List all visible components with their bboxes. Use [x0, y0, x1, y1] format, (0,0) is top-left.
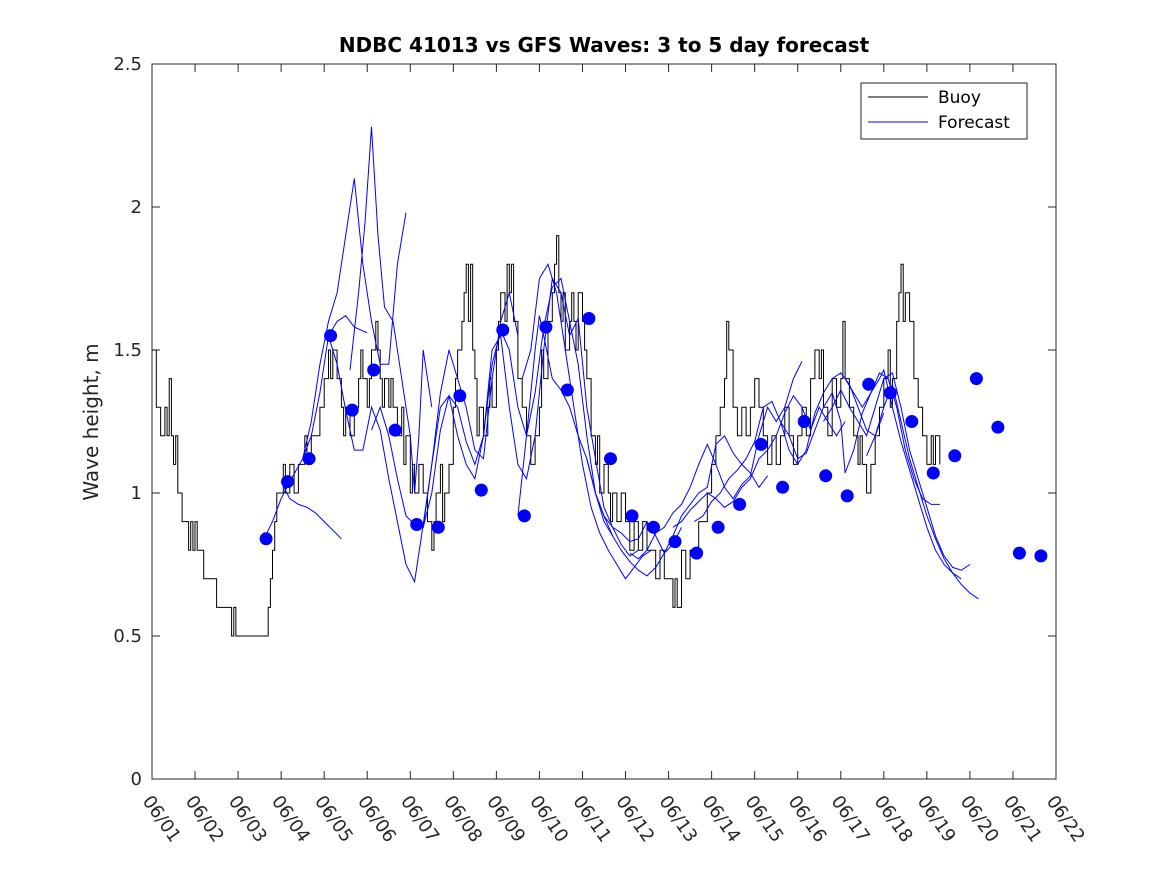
forecast-marker: [754, 437, 768, 451]
legend: Buoy Forecast: [860, 82, 1028, 140]
forecast-series-line: [349, 126, 433, 494]
forecast-marker: [410, 518, 424, 531]
y-axis-label: Wave height, m: [79, 343, 103, 500]
y-tick-label: 1.5: [113, 340, 142, 361]
forecast-marker: [431, 520, 445, 534]
forecast-marker: [560, 383, 574, 397]
forecast-marker: [733, 497, 747, 511]
forecast-marker: [1012, 546, 1026, 560]
forecast-marker: [388, 423, 402, 437]
forecast-marker: [517, 509, 531, 523]
forecast-series-line: [521, 262, 652, 580]
forecast-marker: [690, 546, 704, 560]
forecast-marker: [604, 452, 617, 466]
forecast-marker: [883, 386, 897, 400]
forecast-marker: [926, 466, 940, 480]
forecast-series-line: [823, 372, 971, 571]
forecast-marker: [905, 415, 919, 428]
forecast-marker: [1034, 549, 1048, 563]
forecast-marker: [776, 480, 790, 494]
forecast-marker: [582, 312, 596, 325]
forecast-series-line: [672, 394, 846, 528]
y-tick-label: 0.5: [113, 626, 142, 647]
forecast-marker: [862, 377, 876, 391]
forecast-marker: [259, 532, 273, 546]
forecast-marker: [819, 469, 833, 483]
legend-forecast-label: Forecast: [938, 113, 1010, 133]
legend-box: [860, 82, 1028, 140]
forecast-series-line: [866, 382, 979, 600]
forecast-series-line: [586, 434, 769, 555]
forecast-marker: [969, 372, 983, 386]
forecast-series-line: [263, 315, 368, 540]
y-tick-label: 2: [131, 197, 142, 218]
forecast-marker: [647, 520, 660, 534]
forecast-marker: [345, 403, 359, 417]
forecast-marker: [474, 483, 488, 497]
plot-area: [151, 63, 1057, 780]
forecast-marker: [625, 509, 639, 523]
y-tick-label: 1: [131, 483, 142, 504]
forecast-marker: [797, 415, 811, 428]
forecast-marker: [496, 323, 510, 337]
series-layer: [152, 126, 1048, 637]
forecast-marker: [668, 535, 682, 549]
forecast-marker: [539, 320, 553, 334]
forecast-marker: [281, 475, 295, 489]
forecast-series-line: [302, 178, 407, 459]
forecast-series-line: [694, 372, 885, 523]
y-tick-label: 2.5: [113, 54, 142, 75]
forecast-marker: [324, 329, 338, 343]
legend-buoy-label: Buoy: [938, 88, 981, 108]
forecast-marker: [367, 363, 381, 377]
y-tick-label: 0: [131, 769, 142, 790]
forecast-marker: [711, 520, 725, 534]
forecast-marker: [453, 389, 467, 403]
forecast-series-line: [280, 481, 342, 540]
forecast-series-line: [414, 277, 639, 557]
forecast-marker: [948, 449, 962, 463]
forecast-marker: [302, 452, 316, 466]
chart-title: NDBC 41013 vs GFS Waves: 3 to 5 day fore…: [339, 33, 870, 57]
forecast-marker: [991, 420, 1005, 434]
y-axis: 0 0.5 1 1.5 2 2.5: [113, 54, 1056, 790]
forecast-marker: [840, 489, 854, 503]
